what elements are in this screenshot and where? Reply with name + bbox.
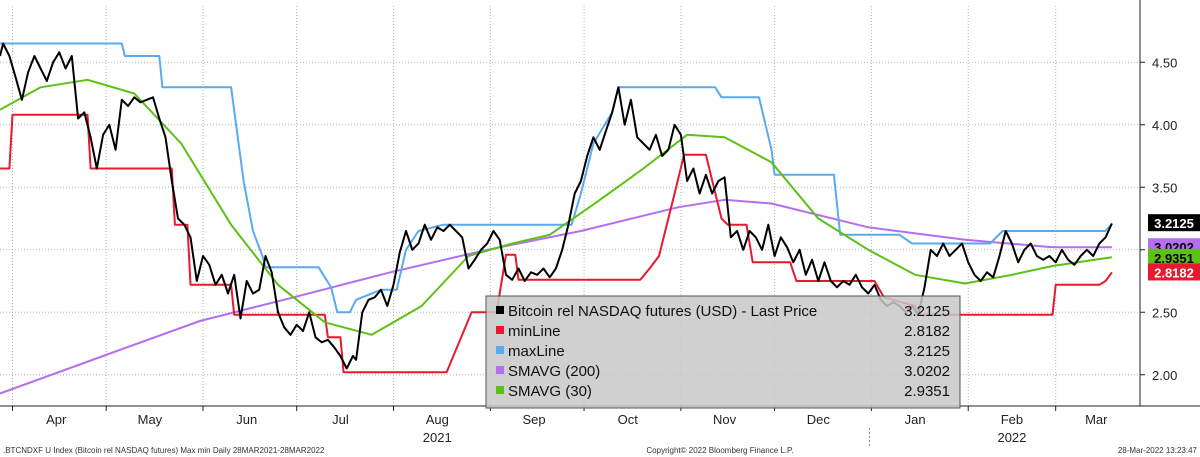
value-tag: 3.2125 [1148, 214, 1200, 232]
x-tick-label: Jan [905, 412, 926, 427]
footer-timestamp: 28-Mar-2022 13:23:47 [1118, 446, 1198, 455]
legend-swatch [496, 326, 504, 334]
x-tick-label: Feb [1001, 412, 1023, 427]
legend-label: minLine [508, 323, 561, 340]
x-tick-label: Oct [618, 412, 639, 427]
legend-swatch [496, 346, 504, 354]
legend-value: 3.2125 [904, 343, 950, 360]
legend-box [485, 295, 961, 409]
year-label: 2021 [423, 430, 452, 445]
value-tag-box [1148, 263, 1200, 281]
footer: .BTCNDXF U Index (Bitcoin rel NASDAQ fut… [3, 446, 1198, 455]
x-tick-label: Apr [46, 412, 67, 427]
x-tick-label: Jun [236, 412, 257, 427]
y-tick-label: 4.00 [1152, 118, 1177, 133]
value-tag: 2.9351 [1148, 248, 1200, 266]
footer-copyright: Copyright© 2022 Bloomberg Finance L.P. [646, 446, 793, 455]
series-line-sma200 [0, 198, 1112, 395]
y-tick-label: 2.50 [1152, 305, 1177, 320]
legend-label: maxLine [508, 343, 565, 360]
legend-swatch [496, 366, 504, 374]
series-line-price [0, 42, 1113, 370]
x-tick-label: Nov [713, 412, 737, 427]
legend-value: 2.9351 [904, 383, 950, 400]
value-tag-box [1148, 214, 1200, 232]
legend-value: 2.8182 [904, 323, 950, 340]
x-tick-label: Dec [807, 412, 831, 427]
x-tick-label: Mar [1085, 412, 1108, 427]
legend-label: Bitcoin rel NASDAQ futures (USD) - Last … [508, 303, 817, 320]
series-line-max [0, 42, 1113, 314]
value-tag: 2.8182 [1148, 263, 1200, 281]
y-tick-label: 4.50 [1152, 55, 1177, 70]
y-tick-label: 2.00 [1152, 368, 1177, 383]
value-tag-text: 3.2125 [1154, 216, 1194, 231]
legend-value: 3.2125 [904, 303, 950, 320]
year-label: 2022 [997, 430, 1026, 445]
legend-value: 3.0202 [904, 363, 950, 380]
footer-source: .BTCNDXF U Index (Bitcoin rel NASDAQ fut… [3, 446, 325, 455]
y-tick-label: 3.50 [1152, 180, 1177, 195]
value-tag-box [1148, 248, 1200, 266]
legend-swatch [496, 306, 504, 314]
legend: Bitcoin rel NASDAQ futures (USD) - Last … [485, 295, 961, 409]
legend-swatch [496, 386, 504, 394]
x-tick-label: May [138, 412, 163, 427]
x-tick-label: Aug [426, 412, 449, 427]
x-tick-label: Sep [523, 412, 546, 427]
series-line-sma30 [0, 78, 1113, 336]
legend-label: SMAVG (200) [508, 363, 600, 380]
x-tick-label: Jul [332, 412, 349, 427]
value-tag-text: 2.9351 [1154, 251, 1194, 266]
value-tag-text: 2.8182 [1154, 265, 1194, 280]
legend-label: SMAVG (30) [508, 383, 592, 400]
